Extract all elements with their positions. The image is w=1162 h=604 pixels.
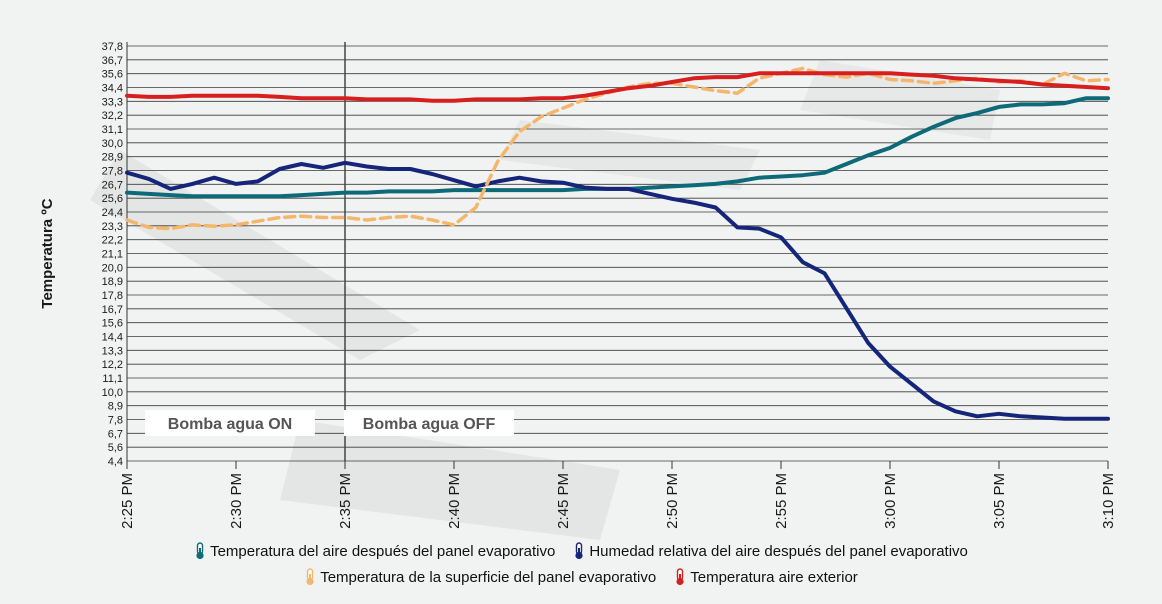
legend-item: Temperatura de la superficie del panel e… (304, 568, 656, 586)
y-axis-label: Temperatura ºC (39, 198, 56, 308)
region-label: Bomba agua OFF (363, 416, 496, 433)
y-tick-label: 22,2 (102, 235, 123, 247)
series-line-2 (125, 66, 1110, 231)
y-tick-label: 5,6 (108, 442, 123, 454)
y-tick-label: 26,7 (102, 179, 123, 191)
x-tick-label: 2:25 PM (119, 473, 136, 529)
y-tick-label: 28,9 (102, 152, 123, 164)
y-gridlines (126, 42, 1108, 462)
y-tick-label: 21,1 (102, 249, 123, 261)
y-tick-label: 32,2 (102, 110, 123, 122)
y-tick-label: 10,0 (102, 387, 123, 399)
legend: Temperatura del aire después del panel e… (0, 538, 1162, 590)
region-label-box (344, 410, 514, 436)
pump-regions: Bomba agua ON Bomba agua OFF (145, 42, 514, 461)
y-tick-label: 14,4 (102, 332, 123, 344)
y-tick-label: 4,4 (108, 456, 123, 468)
series-line-1 (125, 160, 1110, 421)
y-tick-label: 34,4 (102, 83, 123, 95)
x-tick-label: 2:30 PM (228, 473, 245, 529)
y-tick-label: 6,7 (108, 428, 123, 440)
y-tick-label: 16,7 (102, 304, 123, 316)
y-tick-label: 8,9 (108, 401, 123, 413)
thermometer-icon (575, 542, 583, 560)
thermometer-icon (306, 568, 314, 586)
x-tick-label: 2:40 PM (446, 473, 463, 529)
legend-item: Temperatura del aire después del panel e… (194, 542, 555, 560)
x-tick-label: 2:55 PM (773, 473, 790, 529)
y-tick-label: 20,0 (102, 262, 123, 274)
y-tick-label: 15,6 (102, 318, 123, 330)
y-tick-label: 31,1 (102, 124, 123, 136)
y-tick-label: 7,8 (108, 415, 123, 427)
thermometer-icon (676, 568, 684, 586)
legend-row: Temperatura de la superficie del panel e… (0, 564, 1162, 590)
legend-item: Humedad relativa del aire después del pa… (573, 542, 968, 560)
x-tick-label: 2:50 PM (664, 473, 681, 529)
x-axis-ticks: 2:25 PM 2:30 PM 2:35 PM 2:40 PM 2:45 PM 2:50 … (119, 461, 1117, 529)
legend-row: Temperatura del aire después del panel e… (0, 538, 1162, 564)
x-tick-label: 3:10 PM (1100, 473, 1117, 529)
region-label: Bomba agua ON (168, 416, 292, 433)
y-tick-label: 13,3 (102, 345, 123, 357)
series-line-0 (125, 96, 1110, 199)
y-tick-label: 23,3 (102, 221, 123, 233)
y-tick-label: 18,9 (102, 276, 123, 288)
legend-label: Temperatura aire exterior (690, 568, 858, 586)
y-axis-ticks: 4,4 5,6 6,77,8 8,9 10,0 11,1 12,2 13,314,4 15,6 1… (102, 41, 123, 468)
y-tick-label: 37,8 (102, 41, 123, 53)
y-tick-label: 25,6 (102, 193, 123, 205)
y-tick-label: 30,0 (102, 138, 123, 150)
series-line-3 (125, 71, 1110, 103)
y-tick-label: 35,6 (102, 69, 123, 81)
y-tick-label: 12,2 (102, 359, 123, 371)
y-tick-label: 17,8 (102, 290, 123, 302)
series-lines (125, 66, 1110, 421)
legend-label: Humedad relativa del aire después del pa… (589, 542, 968, 560)
y-tick-label: 24,4 (102, 207, 123, 219)
legend-item: Temperatura aire exterior (674, 568, 858, 586)
y-tick-label: 33,3 (102, 96, 123, 108)
region-label-box (145, 410, 315, 436)
x-tick-label: 2:45 PM (555, 473, 572, 529)
legend-label: Temperatura del aire después del panel e… (210, 542, 556, 560)
legend-label: Temperatura de la superficie del panel e… (320, 568, 657, 586)
x-tick-label: 2:35 PM (337, 473, 354, 529)
thermometer-icon (196, 542, 204, 560)
x-tick-label: 3:00 PM (882, 473, 899, 529)
y-tick-label: 27,8 (102, 166, 123, 178)
x-tick-label: 3:05 PM (991, 473, 1008, 529)
y-tick-label: 11,1 (102, 373, 123, 385)
y-tick-label: 36,7 (102, 55, 123, 67)
